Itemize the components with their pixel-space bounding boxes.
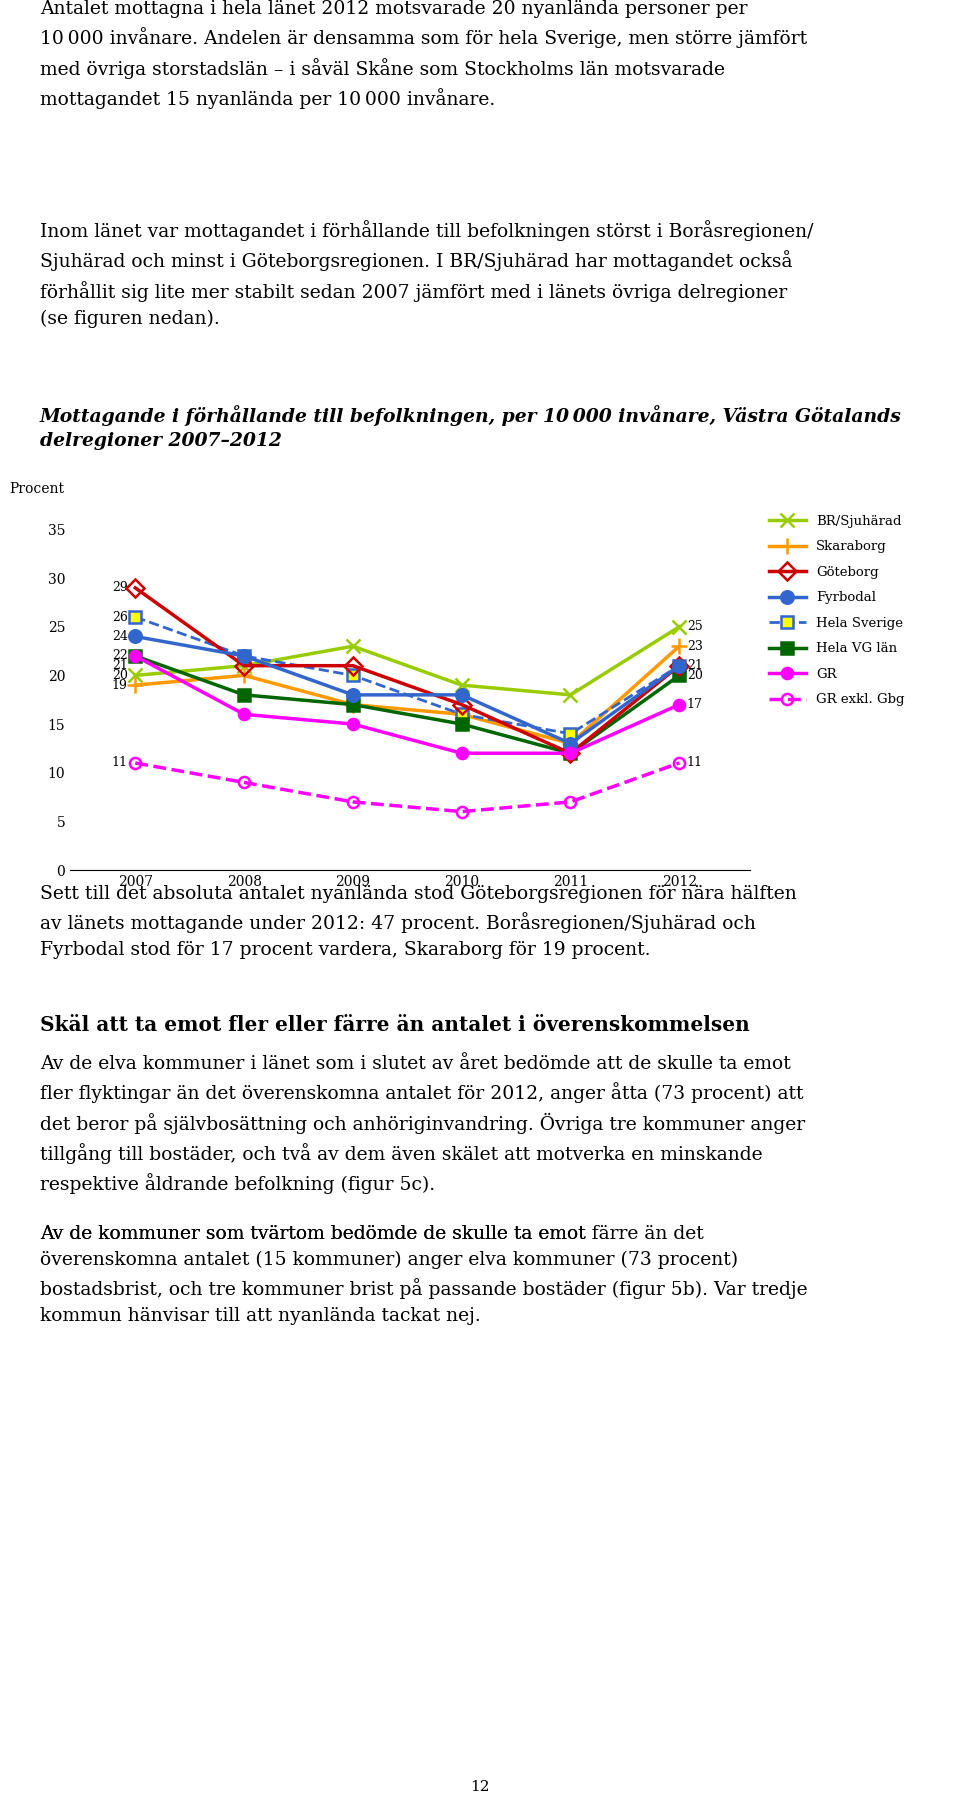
Text: Av de kommuner som tvärtom bedömde de skulle ta emot färre än det
överenskomna a: Av de kommuner som tvärtom bedömde de sk… <box>40 1225 807 1325</box>
Text: Skäl att ta emot fler eller färre än antalet i överenskommelsen: Skäl att ta emot fler eller färre än ant… <box>40 1015 750 1035</box>
Text: 12: 12 <box>470 1779 490 1794</box>
Text: 20: 20 <box>687 669 703 681</box>
Text: Procent: Procent <box>9 482 63 496</box>
Text: 17: 17 <box>687 698 703 710</box>
Text: Av de kommuner som tvärtom bedömde de skulle ta emot: Av de kommuner som tvärtom bedömde de sk… <box>40 1225 591 1243</box>
Text: Sett till det absoluta antalet nyanlända stod Göteborgsregionen för nära hälften: Sett till det absoluta antalet nyanlända… <box>40 884 797 959</box>
Text: 11: 11 <box>687 756 703 770</box>
Text: 24: 24 <box>111 631 128 643</box>
Text: 29: 29 <box>112 582 128 594</box>
Text: 25: 25 <box>687 620 703 632</box>
Text: 22: 22 <box>112 649 128 663</box>
Text: 21: 21 <box>687 660 703 672</box>
Legend: BR/Sjuhärad, Skaraborg, Göteborg, Fyrbodal, Hela Sverige, Hela VG län, GR, GR ex: BR/Sjuhärad, Skaraborg, Göteborg, Fyrbod… <box>763 509 910 712</box>
Text: Antalet mottagna i hela länet 2012 motsvarade 20 nyanlända personer per
10 000 i: Antalet mottagna i hela länet 2012 motsv… <box>40 0 807 109</box>
Text: 20: 20 <box>111 669 128 681</box>
Text: 11: 11 <box>111 756 128 770</box>
Text: 21: 21 <box>111 660 128 672</box>
Text: 19: 19 <box>111 680 128 692</box>
Text: 23: 23 <box>687 640 703 652</box>
Text: Inom länet var mottagandet i förhållande till befolkningen störst i Boråsregione: Inom länet var mottagandet i förhållande… <box>40 219 813 328</box>
Text: Mottagande i förhållande till befolkningen, per 10 000 invånare, Västra Götaland: Mottagande i förhållande till befolkning… <box>40 406 901 449</box>
Text: 26: 26 <box>111 611 128 623</box>
Text: Av de elva kommuner i länet som i slutet av året bedömde att de skulle ta emot
f: Av de elva kommuner i länet som i slutet… <box>40 1055 805 1194</box>
